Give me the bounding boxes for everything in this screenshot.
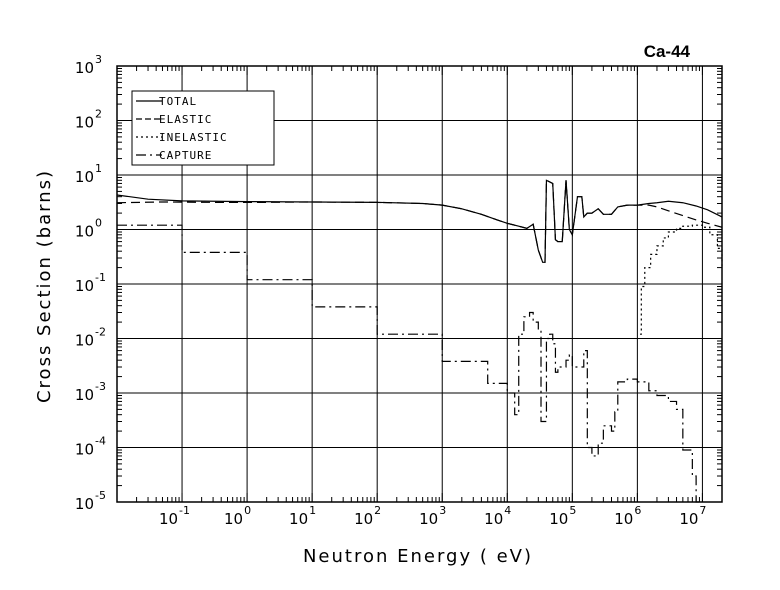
svg-text:10: 10 xyxy=(484,510,503,528)
y-axis-title: Cross Section (barns) xyxy=(34,169,55,403)
svg-text:10: 10 xyxy=(75,441,94,459)
y-tick-label: 10 -3 xyxy=(75,380,106,404)
svg-text:10: 10 xyxy=(75,223,94,241)
x-axis-title: Neutron Energy ( eV) xyxy=(303,546,533,567)
svg-text:10: 10 xyxy=(75,386,94,404)
x-tick-label: 10 2 xyxy=(354,504,381,528)
legend: TOTAL ELASTIC INELASTIC CAPTURE xyxy=(131,90,275,166)
svg-text:1: 1 xyxy=(309,504,316,517)
y-tick-label: 10 -1 xyxy=(75,271,106,295)
svg-text:10: 10 xyxy=(549,510,568,528)
x-tick-label: 10 0 xyxy=(224,504,251,528)
svg-text:0: 0 xyxy=(244,504,251,517)
svg-text:10: 10 xyxy=(75,114,94,132)
svg-text:10: 10 xyxy=(75,168,94,186)
svg-text:-5: -5 xyxy=(95,489,106,502)
svg-text:10: 10 xyxy=(419,510,438,528)
svg-text:-1: -1 xyxy=(179,504,190,517)
x-tick-labels: 10 -1 10 0 10 1 10 2 10 3 10 4 10 5 10 6 10 7 xyxy=(159,504,706,528)
svg-text:3: 3 xyxy=(95,53,102,66)
svg-text:10: 10 xyxy=(75,332,94,350)
svg-text:10: 10 xyxy=(289,510,308,528)
svg-text:-2: -2 xyxy=(95,326,106,339)
svg-text:2: 2 xyxy=(374,504,381,517)
svg-text:2: 2 xyxy=(95,108,102,121)
svg-text:6: 6 xyxy=(634,504,641,517)
y-tick-label: 10 3 xyxy=(75,53,102,77)
svg-text:-1: -1 xyxy=(95,271,106,284)
series-elastic-line xyxy=(116,179,723,263)
svg-text:10: 10 xyxy=(75,277,94,295)
svg-text:10: 10 xyxy=(159,510,178,528)
legend-item-elastic: ELASTIC xyxy=(136,113,212,126)
svg-text:-4: -4 xyxy=(95,435,106,448)
x-tick-label: 10 4 xyxy=(484,504,511,528)
x-tick-label: 10 7 xyxy=(679,504,706,528)
legend-label: ELASTIC xyxy=(159,113,212,126)
svg-text:10: 10 xyxy=(75,495,94,513)
tick-marks xyxy=(116,65,723,503)
x-tick-label: 10 3 xyxy=(419,504,446,528)
chart-title: Ca-44 xyxy=(644,42,691,61)
svg-text:0: 0 xyxy=(95,217,102,230)
svg-text:7: 7 xyxy=(699,504,706,517)
y-tick-label: 10 0 xyxy=(75,217,102,241)
svg-text:10: 10 xyxy=(224,510,243,528)
x-tick-label: 10 5 xyxy=(549,504,576,528)
svg-text:10: 10 xyxy=(679,510,698,528)
x-tick-label: 10 -1 xyxy=(159,504,190,528)
series-capture-line xyxy=(117,224,703,503)
svg-text:10: 10 xyxy=(354,510,373,528)
legend-label: TOTAL xyxy=(159,95,197,108)
legend-item-total: TOTAL xyxy=(136,95,197,108)
y-tick-label: 10 2 xyxy=(75,108,102,132)
svg-text:5: 5 xyxy=(569,504,576,517)
legend-label: CAPTURE xyxy=(159,149,212,162)
legend-box xyxy=(131,90,275,166)
svg-text:10: 10 xyxy=(75,59,94,77)
series-layer xyxy=(116,179,723,503)
svg-text:10: 10 xyxy=(614,510,633,528)
y-tick-label: 10 1 xyxy=(75,162,102,186)
x-tick-label: 10 1 xyxy=(289,504,316,528)
y-tick-label: 10 -4 xyxy=(75,435,106,459)
y-tick-label: 10 -5 xyxy=(75,489,106,513)
y-tick-label: 10 -2 xyxy=(75,326,106,350)
svg-text:3: 3 xyxy=(439,504,446,517)
x-tick-label: 10 6 xyxy=(614,504,641,528)
legend-item-capture: CAPTURE xyxy=(136,149,212,162)
series-inelastic-line xyxy=(640,224,723,335)
legend-item-inelastic: INELASTIC xyxy=(136,131,228,144)
svg-text:-3: -3 xyxy=(95,380,106,393)
svg-text:1: 1 xyxy=(95,162,102,175)
svg-text:4: 4 xyxy=(504,504,511,517)
legend-label: INELASTIC xyxy=(159,131,228,144)
